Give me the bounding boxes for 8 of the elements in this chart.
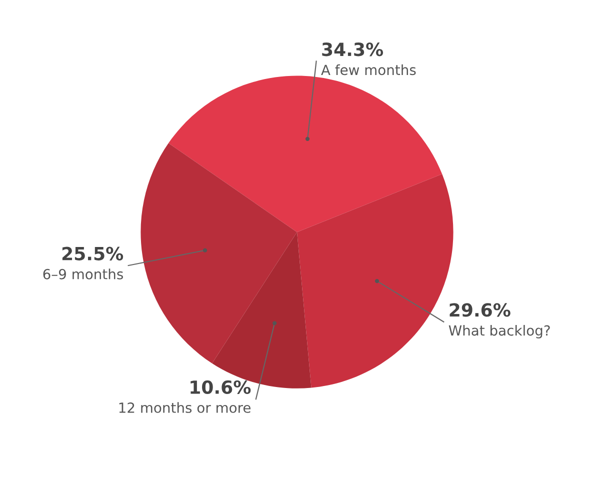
data-label: 29.6% bbox=[450, 303, 510, 317]
slice-label: What backlog? bbox=[448, 324, 550, 338]
data-label: 25.5% bbox=[62, 246, 124, 260]
slice-label: 12 months or more bbox=[119, 402, 251, 413]
data-label: 10.6% bbox=[190, 380, 251, 394]
data-label: 34.3% bbox=[322, 42, 384, 56]
slice-label: 6–9 months bbox=[43, 268, 123, 280]
slice-label: A few months bbox=[321, 64, 416, 76]
